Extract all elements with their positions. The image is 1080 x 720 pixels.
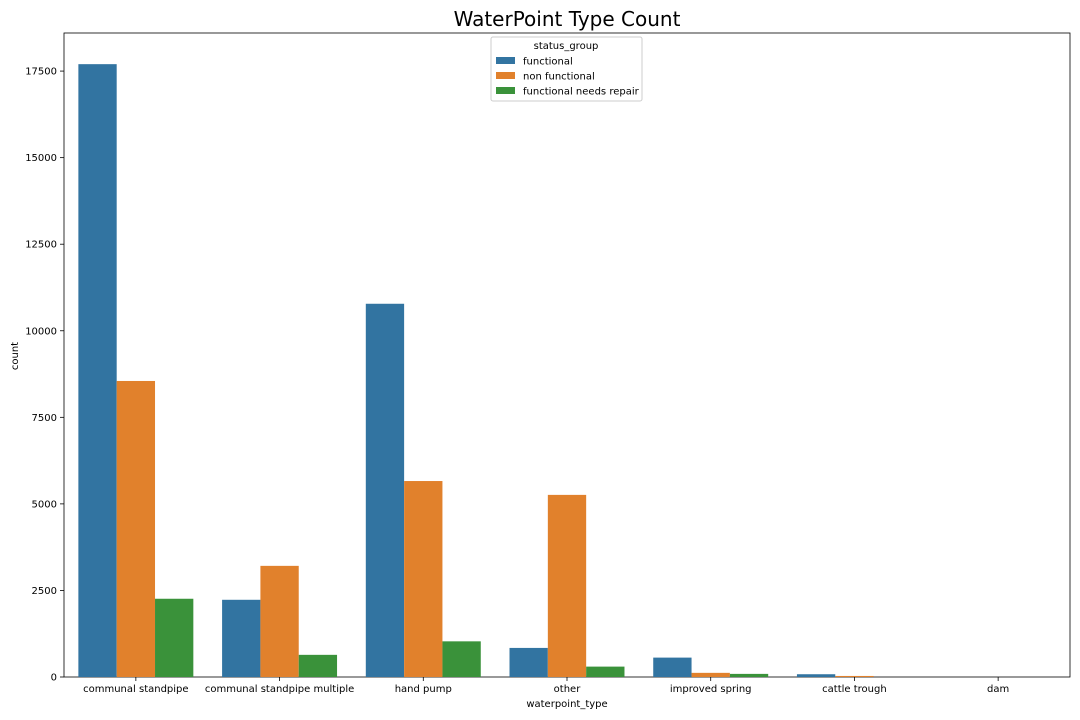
y-tick-label: 17500 <box>25 67 57 78</box>
x-axis: communal standpipe communal standpipe mul… <box>83 677 1009 695</box>
bar-functional-5 <box>796 674 836 677</box>
bars-layer <box>78 64 874 677</box>
legend-title: status_group <box>534 41 599 52</box>
bar-non-functional-2 <box>404 481 443 677</box>
y-axis: 0 2500 5000 7500 10000 12500 15000 17500 <box>25 67 64 684</box>
x-tick-label: communal standpipe multiple <box>205 684 354 695</box>
x-tick-label: communal standpipe <box>83 684 188 695</box>
bar-non-functional-1 <box>260 565 299 677</box>
x-tick-label: dam <box>987 684 1009 695</box>
x-tick-label: cattle trough <box>822 684 887 695</box>
y-tick-label: 7500 <box>32 413 57 424</box>
x-axis-title: waterpoint_type <box>526 699 607 710</box>
y-tick-label: 10000 <box>25 326 57 337</box>
x-tick-label: improved spring <box>670 684 752 695</box>
bar-functional-needs-repair-3 <box>586 666 625 677</box>
legend: status_group functional non functional fun… <box>490 36 643 102</box>
legend-label-non-functional: non functional <box>523 72 595 83</box>
x-tick-label: hand pump <box>395 684 452 695</box>
bar-functional-2 <box>365 303 405 677</box>
legend-label-functional: functional <box>523 57 573 68</box>
y-tick-label: 0 <box>51 673 57 684</box>
bar-functional-4 <box>653 657 692 677</box>
bar-functional-3 <box>509 647 548 677</box>
chart-title: WaterPoint Type Count <box>454 7 681 31</box>
bar-functional-needs-repair-0 <box>155 598 194 677</box>
legend-box <box>490 36 643 102</box>
legend-swatch-non-functional <box>496 72 515 79</box>
y-axis-title: count <box>10 342 21 370</box>
legend-label-functional-needs-repair: functional needs repair <box>523 87 640 98</box>
x-tick-label: other <box>554 684 582 695</box>
bar-non-functional-3 <box>547 494 587 677</box>
bar-functional-needs-repair-4 <box>729 673 769 677</box>
bar-functional-0 <box>78 64 117 677</box>
y-tick-label: 2500 <box>32 586 57 597</box>
legend-swatch-functional-needs-repair <box>496 87 515 94</box>
bar-non-functional-5 <box>835 675 874 677</box>
bar-non-functional-0 <box>116 380 156 677</box>
y-tick-label: 12500 <box>25 240 57 251</box>
bar-non-functional-4 <box>691 672 730 677</box>
bar-functional-1 <box>222 599 261 677</box>
legend-swatch-functional <box>496 57 515 64</box>
y-tick-label: 5000 <box>32 499 57 510</box>
bar-functional-needs-repair-2 <box>442 641 481 677</box>
y-tick-label: 15000 <box>25 153 57 164</box>
bar-functional-needs-repair-1 <box>298 654 338 677</box>
